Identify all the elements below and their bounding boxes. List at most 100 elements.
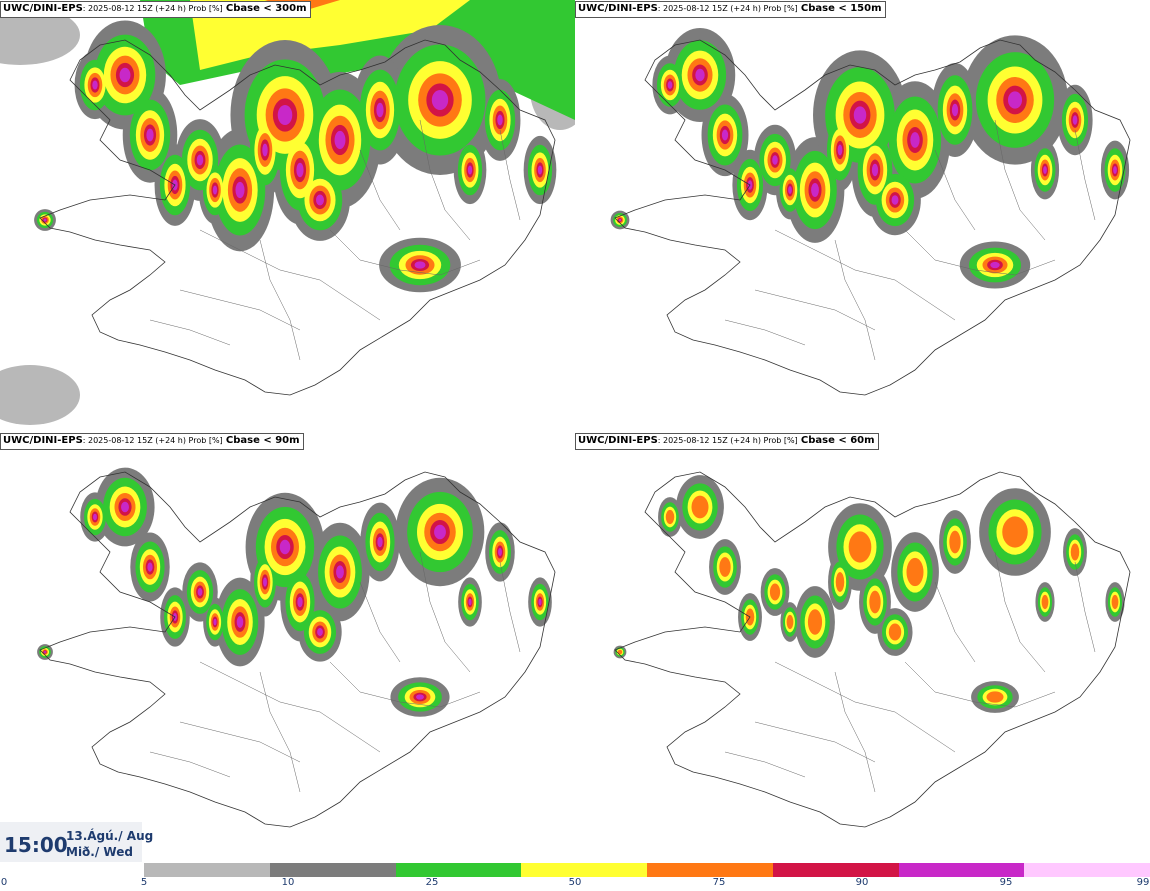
probability-contour <box>1113 166 1117 174</box>
valid-time: 15:00 <box>4 833 68 857</box>
colorbar-tick-label: 95 <box>999 877 1013 888</box>
boundary-line <box>934 149 976 231</box>
probability-contour <box>43 650 47 654</box>
colorbar-segment <box>521 863 647 877</box>
probability-contour <box>537 165 543 175</box>
probability-contour <box>811 182 819 198</box>
probability-contour <box>888 623 902 641</box>
probability-contour <box>197 588 203 596</box>
probability-contour <box>691 495 709 519</box>
probability-contour <box>277 105 293 125</box>
probability-contour <box>262 143 268 157</box>
boundary-line <box>834 671 876 793</box>
probability-contour <box>1072 115 1078 125</box>
probability-contour <box>431 90 449 110</box>
coastline <box>39 471 556 828</box>
iceland-map <box>613 471 1131 828</box>
probability-contour <box>910 132 920 148</box>
probability-contour <box>807 609 823 635</box>
probability-contour <box>1070 543 1080 561</box>
boundary-line <box>724 319 806 346</box>
panel-title: UWC/DINI-EPS: 2025-08-12 15Z (+24 h) Pro… <box>575 1 886 18</box>
coastline <box>39 39 556 396</box>
boundary-line <box>359 581 401 663</box>
valid-time-box <box>0 822 142 862</box>
probability-contour <box>788 186 792 194</box>
probability-contour <box>772 155 778 165</box>
probability-contour <box>416 694 424 700</box>
probability-contour <box>665 509 675 525</box>
boundary-line <box>754 289 876 331</box>
map-panel-2: UWC/DINI-EPS: 2025-08-12 15Z (+24 h) Pro… <box>575 0 1150 432</box>
probability-contour <box>869 590 881 614</box>
colorbar-segment <box>144 863 270 877</box>
boundary-line <box>259 239 301 361</box>
colorbar-tick-label: 75 <box>712 877 726 888</box>
boundary-line <box>419 119 471 241</box>
colorbar-tick-label: 10 <box>281 877 295 888</box>
probability-contour <box>121 501 129 513</box>
probability-contour <box>279 539 291 555</box>
probability-contour <box>263 577 267 587</box>
probability-colorbar <box>144 863 1150 877</box>
probability-contour <box>769 583 781 601</box>
boundary-line <box>774 661 956 753</box>
boundary-line <box>499 561 521 653</box>
probability-contour <box>1111 594 1119 610</box>
panel-title: UWC/DINI-EPS: 2025-08-12 15Z (+24 h) Pro… <box>0 433 304 450</box>
probability-contour <box>871 163 879 177</box>
boundary-line <box>329 229 481 276</box>
probability-contour <box>93 513 97 521</box>
boundary-line <box>724 751 806 778</box>
probability-contour <box>1007 91 1023 109</box>
probability-contour <box>949 530 961 554</box>
probability-contour <box>297 596 303 608</box>
boundary-line <box>499 129 521 221</box>
boundary-line <box>904 661 1056 708</box>
boundary-line <box>774 229 956 321</box>
probability-contour <box>119 67 131 83</box>
probability-contour <box>376 102 384 118</box>
colorbar-segment <box>1024 863 1150 877</box>
probability-contour <box>434 524 446 540</box>
map-panel-1: UWC/DINI-EPS: 2025-08-12 15Z (+24 h) Pro… <box>0 0 575 432</box>
probability-contour <box>316 194 324 206</box>
probability-contour <box>618 218 622 222</box>
probability-contour <box>213 618 217 626</box>
probability-contour <box>786 614 794 630</box>
probability-contour <box>906 557 924 587</box>
probability-contour <box>1002 516 1028 548</box>
map-panel-3: UWC/DINI-EPS: 2025-08-12 15Z (+24 h) Pro… <box>0 432 575 864</box>
probability-contour <box>377 536 383 548</box>
boundary-line <box>259 671 301 793</box>
probability-contour <box>617 649 623 655</box>
probability-contour <box>196 154 204 166</box>
colorbar-tick-label: 90 <box>855 877 869 888</box>
boundary-line <box>994 119 1046 241</box>
colorbar-tick-label: 50 <box>568 877 582 888</box>
probability-contour <box>719 557 731 577</box>
map-panel-4: UWC/DINI-EPS: 2025-08-12 15Z (+24 h) Pro… <box>575 432 1150 864</box>
boundary-line <box>904 229 1056 276</box>
probability-contour <box>414 261 426 269</box>
iceland-map <box>610 28 1131 396</box>
probability-contour <box>951 103 959 117</box>
probability-contour <box>837 144 843 156</box>
boundary-line <box>329 661 481 708</box>
probability-contour <box>336 565 344 579</box>
probability-contour <box>990 261 1000 269</box>
boundary-line <box>179 721 301 763</box>
colorbar-segment <box>269 863 396 877</box>
probability-contour <box>146 128 154 142</box>
probability-contour <box>317 628 323 636</box>
colorbar-tick-label: 5 <box>140 877 148 888</box>
boundary-line <box>419 551 471 673</box>
probability-contour <box>848 531 872 563</box>
colorbar-segment <box>772 863 899 877</box>
probability-contour <box>835 572 845 592</box>
boundary-line <box>199 661 381 753</box>
colorbar-segment <box>647 863 773 877</box>
colorbar-segment <box>898 863 1025 877</box>
probability-contour <box>538 598 542 606</box>
boundary-line <box>1074 561 1096 653</box>
